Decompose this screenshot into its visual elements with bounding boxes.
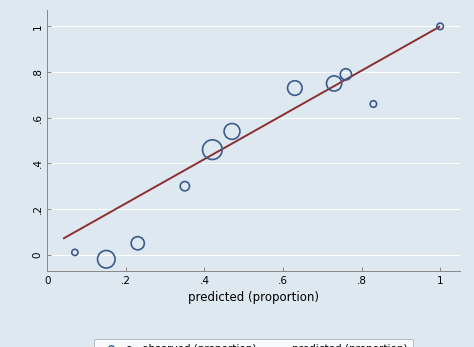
- X-axis label: predicted (proportion): predicted (proportion): [188, 291, 319, 304]
- Point: [370, 101, 377, 107]
- Point: [209, 147, 216, 152]
- Point: [181, 184, 189, 189]
- Point: [228, 129, 236, 134]
- Point: [330, 81, 338, 86]
- Legend: o   observed (proportion), predicted (proportion): o observed (proportion), predicted (prop…: [94, 339, 413, 347]
- Point: [71, 249, 79, 255]
- Point: [291, 85, 299, 91]
- Point: [437, 24, 444, 29]
- Point: [102, 256, 110, 262]
- Point: [134, 240, 142, 246]
- Point: [342, 71, 350, 77]
